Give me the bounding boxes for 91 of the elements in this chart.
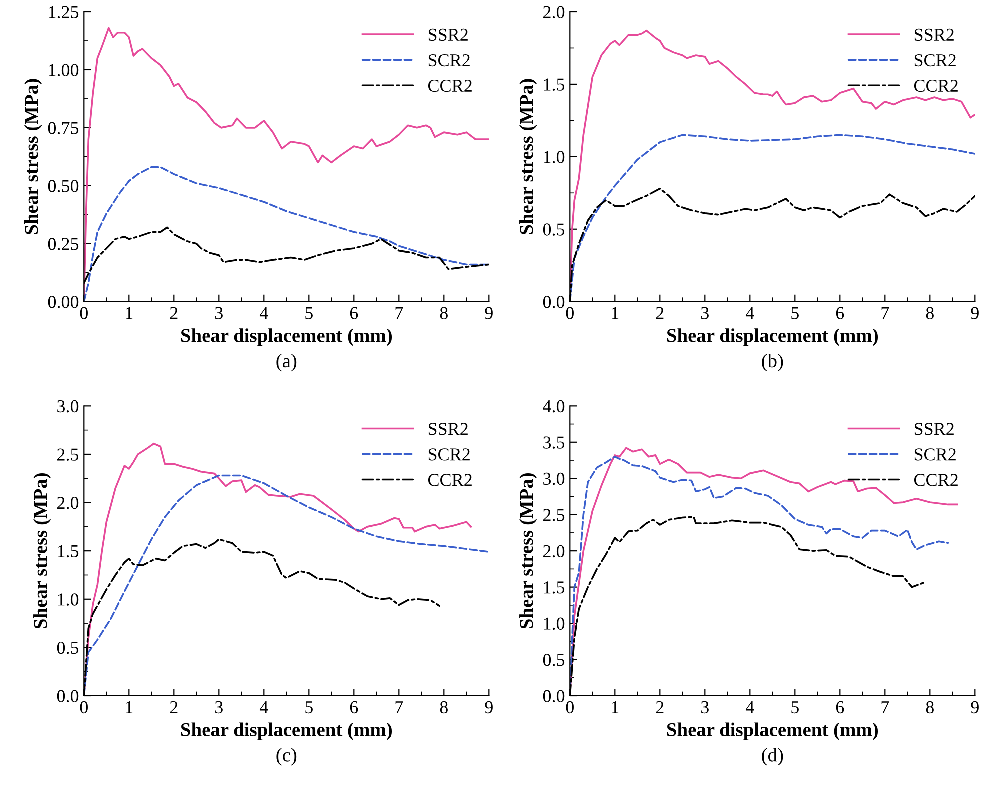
x-tick-label: 0 xyxy=(80,701,88,714)
text: (a) xyxy=(276,354,297,372)
x-tick-label: 3 xyxy=(702,701,709,714)
y-tick-label: 1.0 xyxy=(544,618,565,630)
x-tick-label: 5 xyxy=(792,702,799,714)
x-tick-label: 7 xyxy=(882,307,890,320)
x-tick-label: 6 xyxy=(836,701,844,714)
legend-label: CCR2 xyxy=(914,80,958,92)
x-tick-label: 5 xyxy=(792,307,799,320)
legend-label: CCR2 xyxy=(428,80,472,92)
y-axis-title: Shear stress (MPa) xyxy=(520,473,538,629)
y-tick-label: 0.00 xyxy=(48,296,79,308)
x-tick-label: 5 xyxy=(306,307,313,320)
y-tick-label: 1.00 xyxy=(49,64,79,76)
y-tick-label: 2.0 xyxy=(544,545,565,558)
y-axis-title: Shear stress (MPa) xyxy=(520,79,538,234)
legend-label: SSR2 xyxy=(428,423,468,436)
x-tick-label: 0 xyxy=(566,307,574,320)
text: (d) xyxy=(762,748,784,766)
x-tick-label: 7 xyxy=(396,702,404,714)
legend-label: SCR2 xyxy=(428,54,470,67)
x-tick-label: 6 xyxy=(836,307,844,320)
y-tick-label: 3.0 xyxy=(58,400,79,413)
x-tick-label: 2 xyxy=(656,307,664,320)
y-tick-label: 0.75 xyxy=(48,122,79,134)
y-tick-label: 1.5 xyxy=(544,78,565,91)
x-tick-label: 4 xyxy=(260,702,268,714)
x-tick-label: 3 xyxy=(216,307,223,320)
y-tick-label: 0.50 xyxy=(48,180,79,192)
y-tick-label: 3.5 xyxy=(544,436,565,449)
x-axis-title: Shear displacement (mm) xyxy=(181,722,392,740)
x-axis-title: Shear displacement (mm) xyxy=(667,722,878,740)
x-tick-label: 2 xyxy=(656,701,664,714)
x-tick-label: 1 xyxy=(612,701,619,714)
y-tick-label: 1.0 xyxy=(544,151,565,164)
y-axis-title: Shear stress (MPa) xyxy=(34,473,52,629)
x-tick-label: 1 xyxy=(126,701,133,714)
y-axis-title: Shear stress (MPa) xyxy=(24,79,42,234)
legend-label: CCR2 xyxy=(914,474,958,486)
y-tick-label: 0.5 xyxy=(543,654,565,666)
y-tick-label: 3.0 xyxy=(544,472,565,486)
text: (b) xyxy=(762,354,784,372)
x-tick-label: 4 xyxy=(260,307,268,320)
legend-label: SCR2 xyxy=(914,54,956,67)
y-tick-label: 0.5 xyxy=(57,642,79,654)
x-tick-label: 1 xyxy=(612,307,619,320)
x-axis-title: Shear displacement (mm) xyxy=(667,328,878,346)
x-tick-label: 8 xyxy=(926,701,934,714)
y-tick-label: 0.5 xyxy=(543,224,565,236)
legend-label: SCR2 xyxy=(428,448,470,461)
legend-label: CCR2 xyxy=(428,474,472,486)
y-tick-label: 0.25 xyxy=(48,238,79,250)
y-tick-label: 2.5 xyxy=(58,448,79,461)
x-tick-label: 1 xyxy=(126,307,133,320)
x-tick-label: 0 xyxy=(566,701,574,714)
text: (c) xyxy=(276,748,297,766)
x-tick-label: 8 xyxy=(440,701,448,714)
x-tick-label: 5 xyxy=(306,702,313,714)
x-tick-label: 9 xyxy=(971,307,979,320)
x-tick-label: 7 xyxy=(396,307,404,320)
legend-label: SCR2 xyxy=(914,448,956,461)
x-tick-label: 6 xyxy=(350,701,358,714)
x-tick-label: 0 xyxy=(80,307,88,320)
x-tick-label: 9 xyxy=(971,701,979,714)
y-tick-label: 1.0 xyxy=(58,594,79,606)
x-tick-label: 4 xyxy=(746,307,754,320)
y-tick-label: 1.5 xyxy=(58,545,79,558)
y-tick-label: 1.5 xyxy=(544,582,565,594)
y-tick-label: 4.0 xyxy=(543,400,565,413)
legend-label: SSR2 xyxy=(914,28,954,42)
x-axis-title: Shear displacement (mm) xyxy=(181,328,392,346)
y-tick-label: 2.0 xyxy=(544,6,565,19)
y-tick-label: 0.0 xyxy=(543,690,565,703)
legend-label: SSR2 xyxy=(914,423,954,436)
x-tick-label: 3 xyxy=(216,701,223,714)
x-tick-label: 9 xyxy=(485,701,493,714)
y-tick-label: 1.25 xyxy=(49,6,79,19)
x-tick-label: 9 xyxy=(485,307,493,320)
y-tick-label: 0.0 xyxy=(543,296,565,308)
y-tick-label: 2.5 xyxy=(544,509,565,522)
x-tick-label: 6 xyxy=(350,307,358,320)
x-tick-label: 4 xyxy=(746,702,754,714)
x-tick-label: 7 xyxy=(882,702,890,714)
x-tick-label: 8 xyxy=(440,307,448,320)
y-tick-label: 0.0 xyxy=(57,690,79,703)
x-tick-label: 3 xyxy=(702,307,709,320)
y-tick-label: 2.0 xyxy=(58,497,79,510)
x-tick-label: 2 xyxy=(170,307,178,320)
legend-label: SSR2 xyxy=(428,28,468,42)
x-tick-label: 2 xyxy=(170,701,178,714)
x-tick-label: 8 xyxy=(926,307,934,320)
